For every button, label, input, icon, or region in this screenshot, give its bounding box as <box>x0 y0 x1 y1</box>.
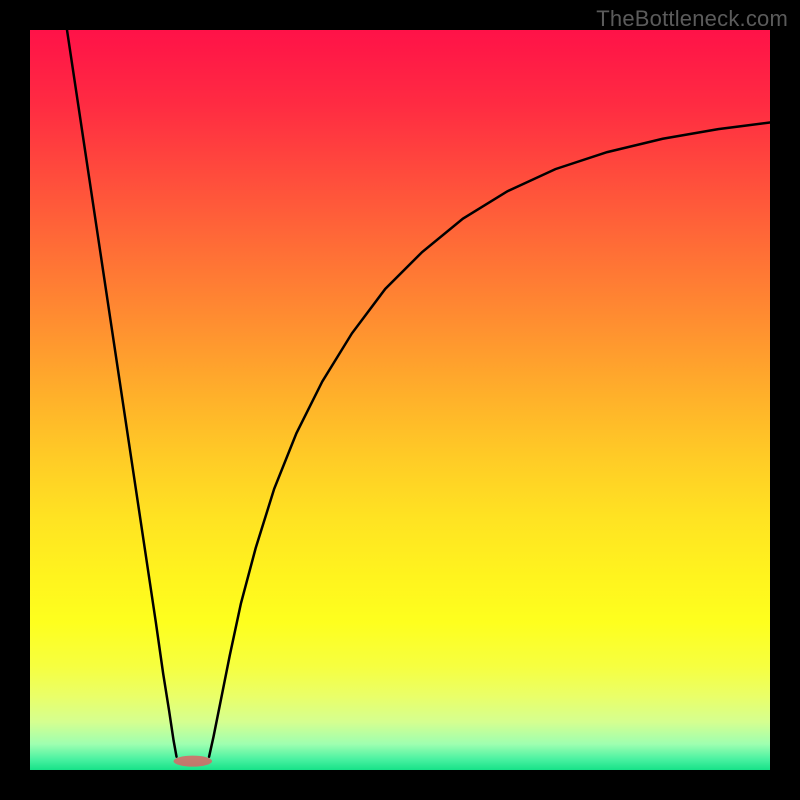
minimum-marker <box>174 756 212 767</box>
chart-container: TheBottleneck.com <box>0 0 800 800</box>
bottleneck-curve-chart <box>30 30 770 770</box>
watermark-text: TheBottleneck.com <box>596 6 788 32</box>
plot-area <box>30 30 770 770</box>
gradient-background <box>30 30 770 770</box>
